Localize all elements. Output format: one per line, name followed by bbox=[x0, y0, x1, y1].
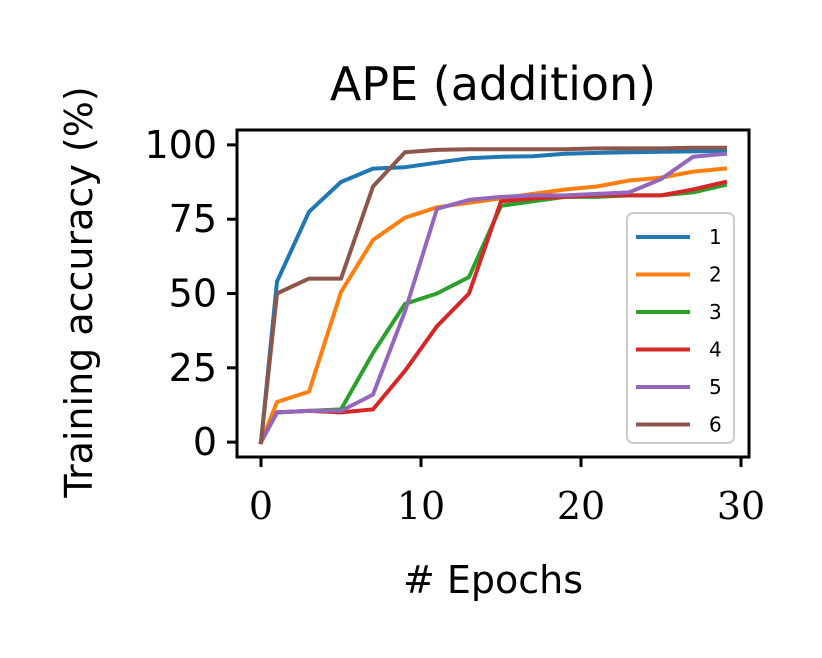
legend-entries: 1 2 3 4 5 6 bbox=[636, 225, 722, 437]
legend-label-3: 3 bbox=[709, 300, 722, 324]
plot-series bbox=[258, 145, 728, 445]
x-tick-label: 10 bbox=[397, 484, 445, 528]
legend-label-4: 4 bbox=[709, 338, 722, 362]
series-line-6 bbox=[258, 145, 727, 445]
legend-label-5: 5 bbox=[709, 375, 722, 399]
series-line-2 bbox=[258, 166, 728, 445]
plot-frame bbox=[235, 128, 751, 459]
y-axis-label: Training accuracy (%) bbox=[57, 86, 101, 498]
chart-title: APE (addition) bbox=[330, 57, 656, 111]
series-line-5 bbox=[258, 151, 728, 445]
x-tick-label: 20 bbox=[557, 484, 605, 528]
y-tick-label: 100 bbox=[144, 123, 217, 167]
x-tick-label: 30 bbox=[717, 484, 765, 528]
legend-label-1: 1 bbox=[709, 225, 722, 249]
x-axis-ticks: 0 10 20 30 bbox=[249, 457, 765, 528]
legend-label-6: 6 bbox=[709, 413, 722, 437]
y-tick-label: 0 bbox=[193, 420, 217, 464]
y-tick-label: 25 bbox=[169, 346, 217, 390]
y-tick-label: 50 bbox=[169, 272, 217, 316]
series-line-1 bbox=[258, 148, 728, 445]
y-tick-label: 75 bbox=[169, 197, 217, 241]
x-tick-label: 0 bbox=[249, 484, 273, 528]
legend-label-2: 2 bbox=[709, 263, 722, 287]
x-axis-label: # Epochs bbox=[403, 558, 583, 602]
legend: 1 2 3 4 5 6 bbox=[626, 212, 735, 444]
y-axis-ticks: 0 25 50 75 100 bbox=[144, 123, 237, 464]
